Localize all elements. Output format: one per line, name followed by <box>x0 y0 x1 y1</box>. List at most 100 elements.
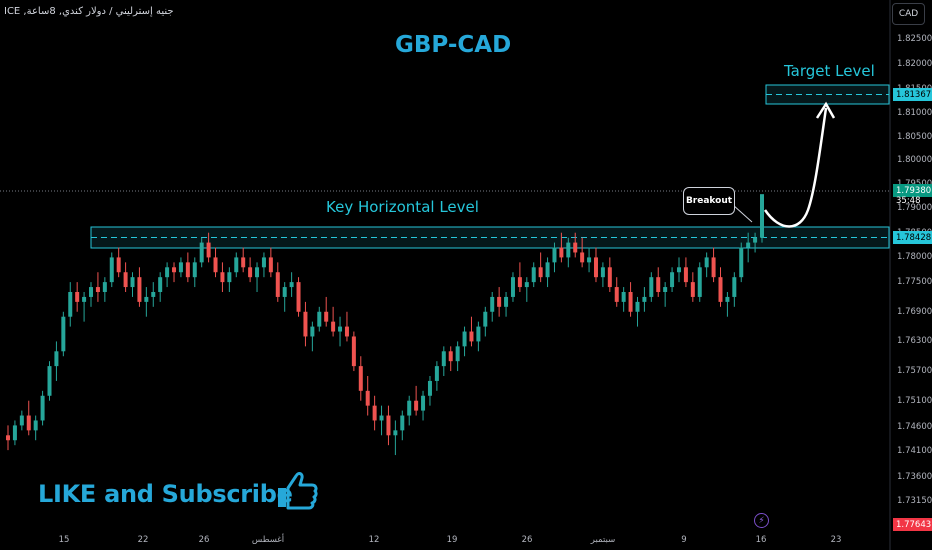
price-tick-label: 1.75700 <box>897 366 932 376</box>
candle-body <box>621 292 626 302</box>
candle-body <box>26 415 31 431</box>
candle-body <box>497 296 502 307</box>
candle-body <box>656 277 661 292</box>
time-tick-label: أغسطس <box>251 535 285 545</box>
candle-body <box>144 296 149 302</box>
candle-body <box>268 257 273 273</box>
candle-body <box>40 395 45 421</box>
target-level-label: Target Level <box>784 62 875 80</box>
candle-body <box>414 400 419 411</box>
candle-body <box>220 272 225 283</box>
candle-body <box>573 242 578 253</box>
candle-body <box>504 296 509 307</box>
price-tick-label: 1.74600 <box>897 422 932 432</box>
candle-body <box>580 252 585 263</box>
candle-body <box>331 321 336 332</box>
time-tick-label: 22 <box>137 535 149 545</box>
projection-arrow <box>763 107 828 228</box>
candle-body <box>68 292 73 317</box>
candle-body <box>746 242 751 248</box>
candle-body <box>455 346 460 362</box>
price-tick-label: 1.82500 <box>897 34 932 44</box>
candle-countdown: 35:48 <box>896 196 921 206</box>
candle-body <box>421 395 426 411</box>
candle-body <box>344 326 349 337</box>
candle-body <box>116 257 121 273</box>
candle-body <box>137 277 142 302</box>
price-tick-label: 1.73600 <box>897 472 932 482</box>
time-tick-label: 9 <box>681 535 687 545</box>
time-tick-label: 16 <box>755 535 767 545</box>
time-tick-label: 19 <box>446 535 458 545</box>
candle-body <box>434 366 439 381</box>
candle-body <box>19 415 24 426</box>
candle-body <box>178 262 183 273</box>
time-tick-label: 12 <box>368 535 380 545</box>
lightning-icon[interactable]: ⚡ <box>754 513 769 528</box>
candle-body <box>338 326 343 332</box>
candle-body <box>241 257 246 268</box>
candle-body <box>393 430 398 436</box>
candle-body <box>670 272 675 288</box>
symbol-description: جنيه إسترليني / دولار كندي, 8ساعة, ICE <box>4 6 174 17</box>
candle-body <box>255 267 260 278</box>
breakout-pointer <box>732 204 753 223</box>
candle-body <box>683 267 688 283</box>
candle-body <box>165 267 170 278</box>
bottom-price-tag: 1.77643 <box>893 518 932 531</box>
candle-body <box>448 351 453 362</box>
candle-body <box>199 242 204 263</box>
candle-body <box>441 351 446 367</box>
candle-body <box>552 247 557 263</box>
candle-body <box>33 420 38 431</box>
candle-body <box>95 287 100 292</box>
candle-body <box>510 277 515 297</box>
candle-body <box>109 257 114 283</box>
candle-body <box>386 415 391 436</box>
candle-body <box>711 257 716 278</box>
candle-body <box>303 311 308 337</box>
currency-button[interactable]: CAD <box>892 3 925 25</box>
price-tick-label: 1.73150 <box>897 496 932 506</box>
key-level-zone <box>90 226 890 249</box>
candle-body <box>531 267 536 283</box>
like-subscribe-text: LIKE and Subscribe <box>38 480 293 508</box>
candle-body <box>6 435 10 441</box>
price-tick-label: 1.76300 <box>897 336 932 346</box>
thumbs-up-icon <box>278 472 318 510</box>
candle-body <box>566 242 571 258</box>
candle-body <box>61 316 66 352</box>
candle-body <box>372 405 377 421</box>
candle-body <box>379 415 384 421</box>
candle-body <box>400 415 405 431</box>
time-tick-label: سبتمبر <box>590 535 616 545</box>
key-level-label: Key Horizontal Level <box>326 198 479 216</box>
candle-body <box>227 272 232 283</box>
price-tick-label: 1.77500 <box>897 277 932 287</box>
candle-body <box>732 277 737 297</box>
candle-body <box>310 326 315 337</box>
breakout-callout: Breakout <box>683 187 735 215</box>
current-price-tag: 1.79380 <box>893 184 932 197</box>
projection-arrowhead <box>815 101 836 119</box>
price-tick-label: 1.81000 <box>897 108 932 118</box>
candle-body <box>704 257 709 268</box>
candle-body <box>753 237 758 243</box>
candle-body <box>490 296 495 312</box>
price-tick-label: 1.76900 <box>897 307 932 317</box>
candle-body <box>151 292 156 297</box>
price-tick-label: 1.79000 <box>897 203 932 213</box>
time-tick-label: 15 <box>58 535 70 545</box>
candle-body <box>614 287 619 302</box>
candle-body <box>317 311 322 327</box>
candle-body <box>600 267 605 278</box>
time-tick-label: 26 <box>521 535 533 545</box>
candle-body <box>607 267 612 288</box>
candle-body <box>593 257 598 278</box>
candle-body <box>718 277 723 302</box>
candle-body <box>545 262 550 278</box>
candle-body <box>517 277 522 288</box>
candle-body <box>248 267 253 278</box>
candle-body <box>358 366 363 391</box>
